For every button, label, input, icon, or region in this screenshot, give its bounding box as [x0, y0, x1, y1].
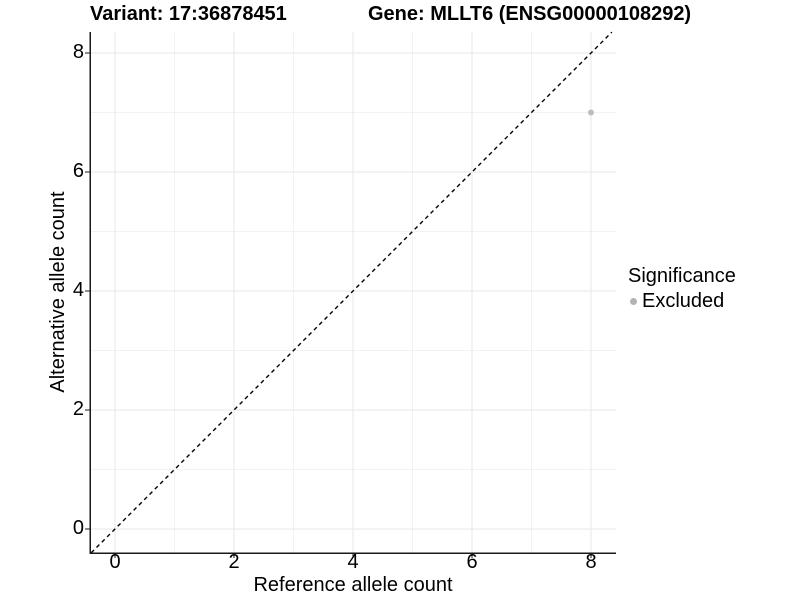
y-tick-label: 6 [72, 160, 84, 182]
legend-title: Significance [628, 265, 736, 287]
legend-entry-excluded: Excluded [628, 290, 736, 312]
y-tick-label: 2 [72, 398, 84, 420]
y-tick-label: 4 [72, 279, 84, 301]
y-tick-label: 8 [72, 41, 84, 63]
x-tick-label: 0 [109, 551, 121, 573]
plot-title-gene: Gene: MLLT6 (ENSG00000108292) [368, 3, 692, 25]
y-tick-label: 0 [72, 517, 84, 539]
x-axis-title: Reference allele count [253, 574, 453, 596]
legend-entry-label: Excluded [642, 290, 725, 312]
identity-reference-line [90, 31, 613, 554]
y-axis-title: Alternative allele count [47, 191, 69, 393]
x-tick-label: 4 [347, 551, 359, 573]
x-tick-label: 8 [585, 551, 597, 573]
data-point [588, 109, 594, 116]
x-tick-label: 6 [466, 551, 478, 573]
x-tick-label: 2 [228, 551, 240, 573]
plot-title-variant: Variant: 17:36878451 [90, 3, 287, 25]
excluded-point-icon [630, 297, 637, 305]
legend: Significance Excluded [628, 264, 736, 312]
